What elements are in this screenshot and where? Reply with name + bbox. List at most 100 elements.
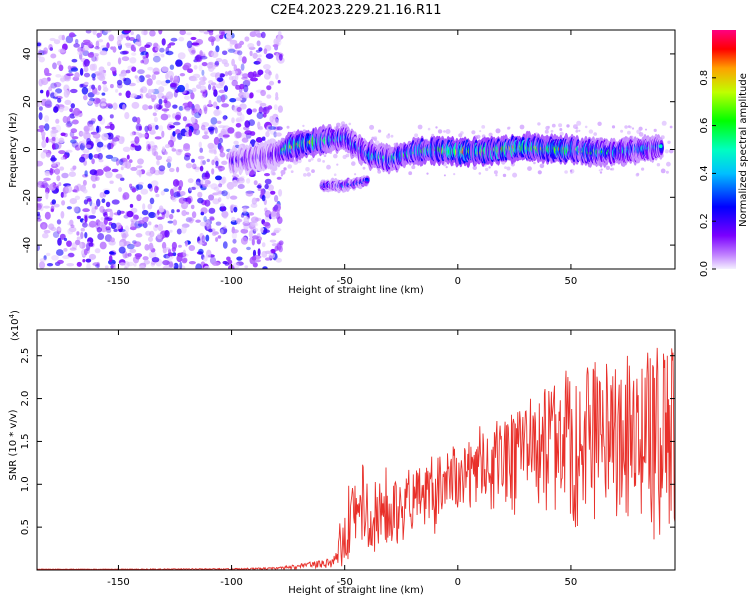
snr-scale-prefix: (x10 — [10, 318, 21, 341]
noise-cell — [57, 237, 62, 246]
noise-cell — [91, 158, 95, 165]
speckle-cell — [354, 173, 357, 176]
noise-cell — [101, 198, 106, 203]
noise-cell — [169, 64, 175, 70]
noise-cell — [213, 136, 220, 145]
noise-cell — [147, 183, 153, 189]
noise-cell — [56, 175, 61, 182]
noise-cell — [64, 99, 72, 105]
noise-cell — [272, 44, 279, 48]
noise-cell — [214, 155, 218, 162]
noise-cell — [142, 55, 147, 59]
noise-cell — [217, 235, 222, 239]
noise-cell — [230, 247, 238, 254]
noise-cell — [212, 198, 220, 205]
noise-cell — [58, 150, 66, 155]
noise-cell — [72, 165, 77, 170]
noise-cell — [252, 108, 257, 113]
noise-cell — [167, 43, 172, 49]
noise-cell — [195, 178, 201, 186]
noise-cell — [199, 165, 204, 172]
noise-cell — [59, 166, 65, 171]
noise-cell — [149, 166, 156, 174]
noise-cell — [205, 170, 209, 178]
noise-cell — [161, 66, 169, 72]
noise-cell — [199, 30, 205, 33]
noise-cell — [253, 227, 259, 232]
noise-cell — [167, 252, 174, 257]
speckle-cell — [627, 130, 631, 135]
colorbar-tick-label: 0.0 — [699, 261, 710, 277]
noise-cell — [57, 259, 64, 264]
noise-cell — [241, 137, 249, 143]
noise-cell — [133, 241, 142, 248]
noise-cell — [153, 71, 160, 75]
noise-cell — [242, 206, 247, 214]
noise-cell — [48, 44, 53, 51]
noise-cell — [190, 92, 195, 100]
noise-cell — [85, 242, 91, 251]
noise-cell — [237, 184, 245, 189]
noise-cell — [162, 260, 170, 266]
noise-cell — [130, 207, 138, 214]
noise-cell — [225, 191, 231, 200]
noise-cell — [221, 103, 230, 108]
noise-cell — [248, 119, 255, 126]
noise-cell — [188, 216, 194, 224]
noise-cell — [171, 197, 177, 202]
noise-cell — [54, 95, 63, 100]
x-tick-label: -100 — [220, 276, 243, 287]
noise-cell — [147, 105, 153, 110]
noise-cell — [266, 85, 272, 91]
noise-cell — [91, 73, 96, 79]
noise-cell — [85, 196, 92, 200]
noise-cell — [221, 160, 228, 165]
noise-cell — [46, 263, 54, 267]
noise-cell — [275, 52, 279, 61]
noise-cell — [220, 128, 226, 136]
noise-cell — [246, 178, 251, 184]
noise-cell — [147, 88, 152, 96]
noise-cell — [170, 83, 177, 88]
noise-cell — [53, 39, 61, 45]
noise-cell — [199, 232, 205, 241]
noise-cell — [50, 208, 54, 213]
noise-cell — [126, 210, 134, 218]
speckle-cell — [653, 128, 657, 132]
noise-cell — [131, 66, 137, 72]
noise-cell — [61, 34, 65, 41]
noise-cell — [102, 84, 108, 89]
noise-cell — [76, 215, 81, 220]
noise-cell — [222, 115, 228, 120]
noise-cell — [192, 163, 197, 170]
noise-cell — [44, 100, 53, 108]
noise-cell — [140, 188, 149, 195]
noise-cell — [157, 223, 164, 232]
noise-cell — [149, 230, 155, 238]
spectrogram-panel: -150 -100 -50 0 50 -40 -20 0 20 40 Height of str… — [8, 29, 676, 296]
noise-cell — [182, 116, 187, 122]
noise-cell — [274, 195, 279, 203]
noise-cell — [119, 262, 126, 266]
noise-cell — [66, 240, 72, 247]
x-tick-label: -100 — [220, 577, 243, 588]
speckle-cell — [485, 167, 489, 172]
noise-cell — [98, 39, 104, 43]
noise-cell — [130, 31, 134, 36]
noise-cell — [146, 144, 151, 152]
noise-cell — [169, 125, 176, 129]
noise-cell — [264, 178, 272, 185]
noise-cell — [264, 183, 269, 190]
noise-cell — [54, 91, 58, 97]
noise-cell — [112, 46, 117, 53]
noise-cell — [188, 129, 192, 137]
noise-cell — [273, 104, 278, 111]
speckle-cell — [417, 124, 423, 130]
noise-cell — [141, 51, 148, 56]
noise-cell — [138, 181, 144, 185]
noise-cell — [146, 78, 153, 86]
noise-cell — [92, 132, 101, 139]
noise-cell — [256, 236, 262, 242]
noise-cell — [120, 230, 129, 239]
noise-cell — [191, 211, 197, 219]
